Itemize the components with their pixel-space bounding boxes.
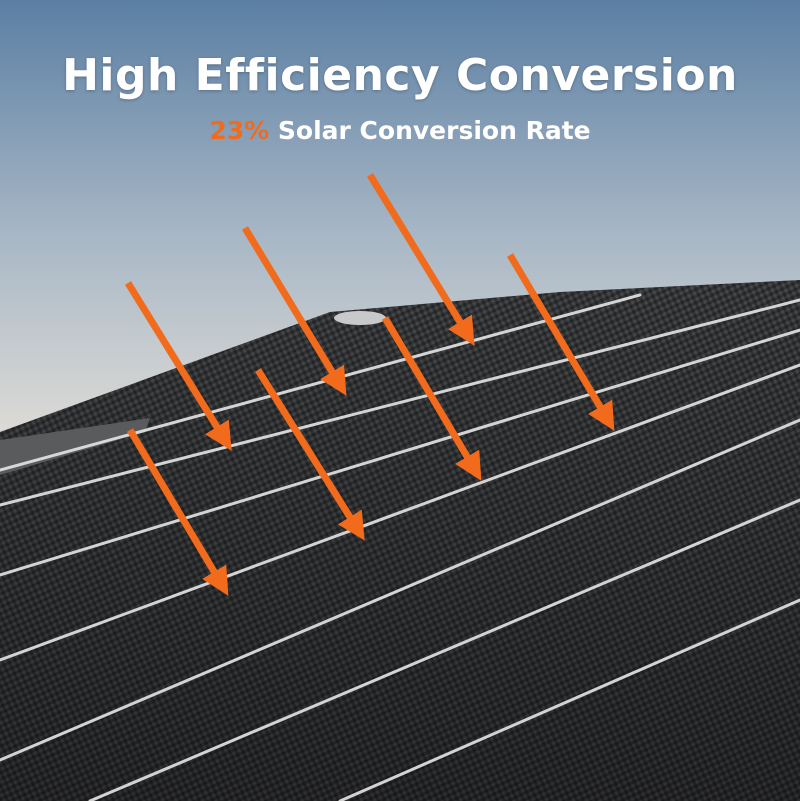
arrow-icon: [506, 253, 615, 431]
conversion-rate-highlight: 23%: [209, 116, 270, 145]
headline: High Efficiency Conversion: [62, 50, 738, 101]
arrow-icon: [126, 428, 229, 596]
subheadline-text: Solar Conversion Rate: [269, 116, 591, 145]
junction-grommet: [334, 311, 386, 325]
arrow-icon: [242, 226, 347, 396]
sunlight-arrows: [125, 173, 615, 596]
arrow-icon: [125, 281, 232, 451]
arrow-icon: [367, 173, 475, 346]
arrow-icon: [381, 316, 482, 481]
arrow-icon: [255, 368, 365, 541]
cell-busbars: [0, 293, 800, 801]
subheadline: 23% Solar Conversion Rate: [0, 116, 800, 145]
